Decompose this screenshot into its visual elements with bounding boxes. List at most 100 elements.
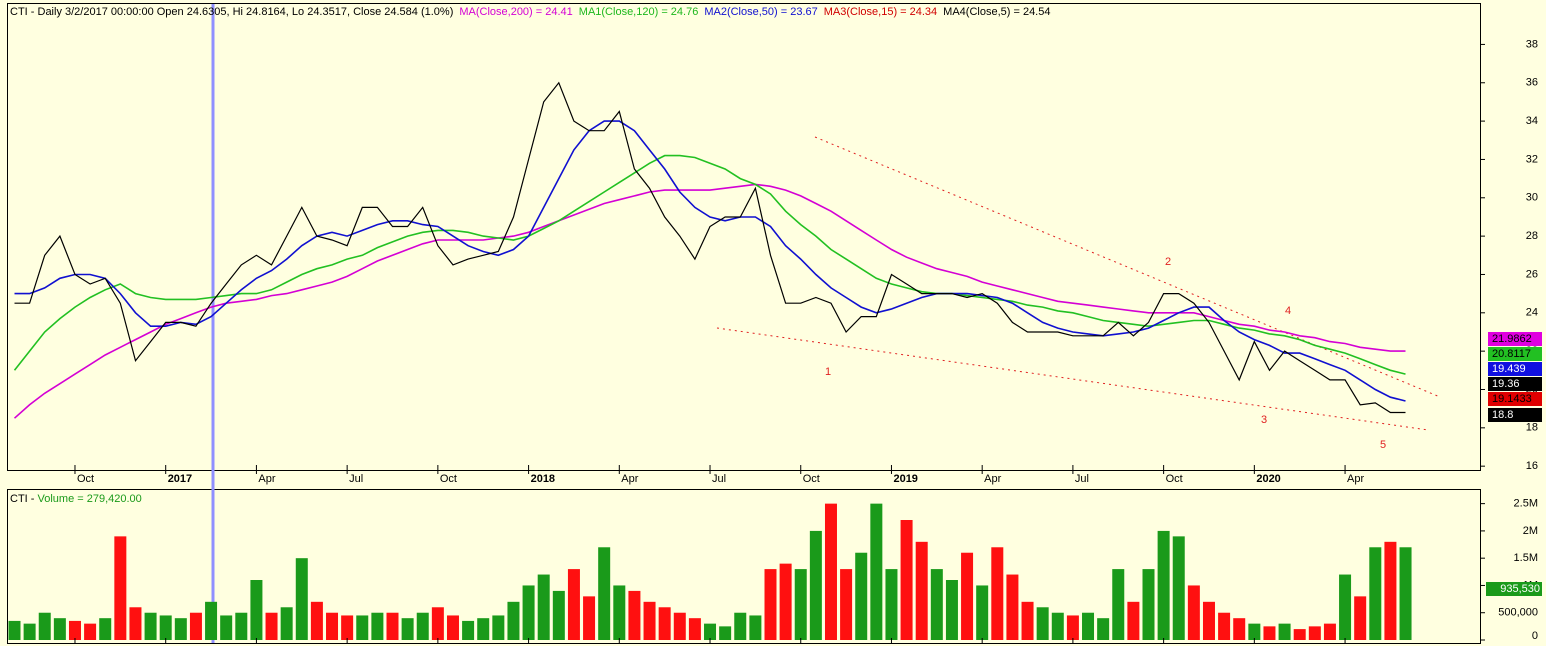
volume-bar [265, 612, 278, 640]
volume-bar [749, 615, 762, 640]
x-tick-label: Oct [77, 473, 94, 485]
x-tick-label: 2017 [168, 473, 192, 485]
volume-bar [159, 615, 172, 640]
axis-layer: CTI - Daily 3/2/2017 00:00:00 Open 24.63… [10, 6, 1542, 644]
volume-bar [1127, 601, 1140, 640]
volume-bar [1036, 607, 1049, 640]
x-tick-label: Apr [1347, 473, 1364, 485]
volume-bar [99, 618, 112, 640]
price-box-label: 19.1433 [1492, 393, 1532, 405]
volume-bar [824, 503, 837, 640]
volume-bar [84, 623, 97, 640]
volume-bar [643, 601, 656, 640]
volume-bar [1263, 626, 1276, 640]
volume-bar [23, 623, 36, 640]
volume-bar [326, 612, 339, 640]
volume-bar [885, 569, 898, 640]
price-panel [7, 3, 1481, 471]
volume-layer [8, 503, 1412, 640]
header-item: MA4(Close,5) = 24.54 [943, 6, 1050, 18]
volume-bar [1006, 574, 1019, 640]
volume-bar [1172, 536, 1185, 640]
header-item: CTI - [10, 493, 38, 505]
volume-panel [7, 489, 1481, 644]
volume-bar [840, 569, 853, 640]
price-box [1488, 347, 1542, 361]
x-tick-label: Apr [984, 473, 1001, 485]
volume-bar [704, 623, 717, 640]
volume-bar [1112, 569, 1125, 640]
y-tick-label: 1.5M [1514, 552, 1538, 564]
volume-bar [220, 615, 233, 640]
volume-bar [446, 615, 459, 640]
volume-bar [1369, 547, 1382, 640]
volume-bar [567, 569, 580, 640]
volume-bar [961, 552, 974, 640]
volume-bar [114, 536, 127, 640]
y-tick-label: 30 [1526, 192, 1538, 204]
price-line [14, 81, 1406, 414]
volume-bar [1339, 574, 1352, 640]
wave-label: 1 [825, 366, 831, 378]
volume-bar [1097, 618, 1110, 640]
volume-bar [1157, 530, 1170, 640]
x-tick-label: 2018 [531, 473, 555, 485]
volume-bar [295, 558, 308, 640]
volume-bar [809, 530, 822, 640]
volume-bar [477, 618, 490, 640]
volume-bar [870, 503, 883, 640]
price-box-label: 19.439 [1492, 363, 1526, 375]
volume-box-label: 935,530 [1500, 583, 1540, 595]
x-tick-label: Apr [258, 473, 275, 485]
chart-header: CTI - Daily 3/2/2017 00:00:00 Open 24.63… [10, 6, 1050, 18]
volume-bar [719, 626, 732, 640]
volume-bar [371, 612, 384, 640]
x-tick-label: Oct [1166, 473, 1183, 485]
y-tick-label: 500,000 [1498, 607, 1538, 619]
volume-bar [522, 585, 535, 640]
volume-box [1486, 582, 1542, 596]
volume-bar [462, 620, 475, 640]
y-tick-label: 28 [1526, 230, 1538, 242]
wave-label: 5 [1380, 439, 1386, 451]
volume-bar [189, 612, 202, 640]
volume-bar [1202, 601, 1215, 640]
volume-bar [174, 618, 187, 640]
volume-bar [341, 615, 354, 640]
header-item: MA(Close,200) = 24.41 [459, 6, 572, 18]
volume-bar [1066, 615, 1079, 640]
volume-bar [250, 580, 263, 640]
y-tick-label: 2.5M [1514, 498, 1538, 510]
volume-bar [945, 580, 958, 640]
volume-bar [1218, 612, 1231, 640]
volume-bar [734, 612, 747, 640]
volume-bar [1293, 629, 1306, 640]
volume-bar [1384, 541, 1397, 640]
volume-bar [205, 601, 218, 640]
y-tick-label: 18 [1526, 422, 1538, 434]
header-item: CTI - Daily 3/2/2017 00:00:00 Open 24.63… [10, 6, 453, 18]
volume-bar [492, 615, 505, 640]
x-tick-label: Oct [803, 473, 820, 485]
volume-bar [1354, 596, 1367, 640]
volume-bar [1187, 585, 1200, 640]
volume-bar [855, 552, 868, 640]
y-tick-label: 32 [1526, 153, 1538, 165]
x-tick-label: 2019 [893, 473, 917, 485]
volume-bar [537, 574, 550, 640]
header-item: MA3(Close,15) = 24.34 [824, 6, 937, 18]
header-item: MA1(Close,120) = 24.76 [579, 6, 699, 18]
price-box-label: 21.9862 [1492, 333, 1532, 345]
price-box-label: 19.36 [1492, 378, 1520, 390]
wave-label: 4 [1285, 305, 1291, 317]
volume-bar [1308, 626, 1321, 640]
volume-bar [794, 569, 807, 640]
volume-bar [613, 585, 626, 640]
volume-bar [673, 612, 686, 640]
volume-bar [900, 520, 913, 640]
price-layer [13, 81, 1406, 419]
price-box [1488, 332, 1542, 346]
volume-bar [598, 547, 611, 640]
volume-bar [68, 620, 81, 640]
price-line [13, 183, 1406, 419]
